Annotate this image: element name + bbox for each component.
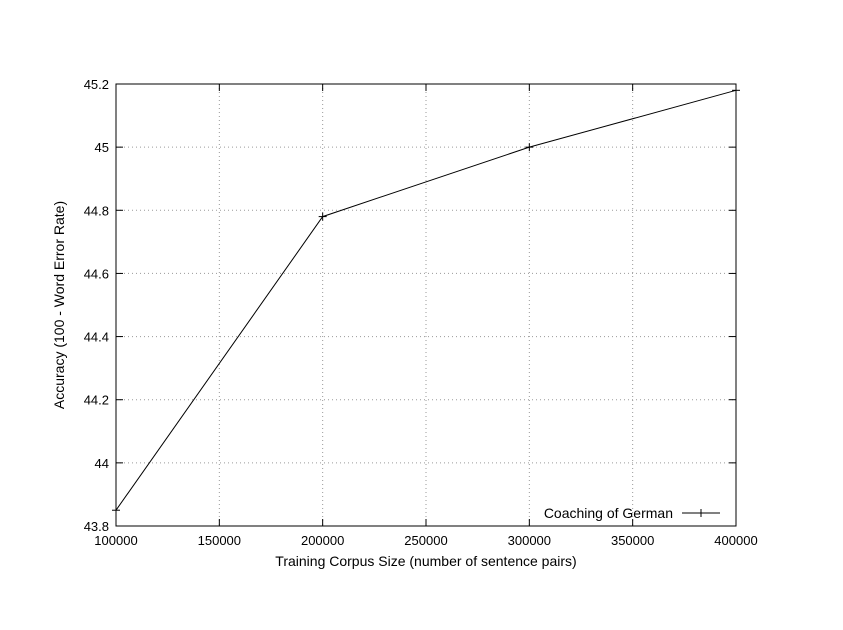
y-tick-label: 44.2 <box>84 393 109 408</box>
x-tick-label: 100000 <box>94 533 137 548</box>
x-tick-label: 150000 <box>198 533 241 548</box>
data-point-marker <box>318 212 327 221</box>
x-tick-label: 400000 <box>714 533 757 548</box>
x-tick-label: 350000 <box>611 533 654 548</box>
legend: Coaching of German <box>544 505 720 521</box>
grid <box>116 84 736 526</box>
data-point-marker <box>525 143 534 152</box>
axis-ticks: 100000 150000 200000 250000 300000 350000 4000… <box>84 77 758 548</box>
y-tick-label: 45 <box>95 140 109 155</box>
x-tick-label: 300000 <box>508 533 551 548</box>
y-axis-label: Accuracy (100 - Word Error Rate) <box>51 201 67 409</box>
y-tick-label: 44.4 <box>84 330 109 345</box>
legend-marker <box>697 509 705 517</box>
y-tick-label: 44.6 <box>84 266 109 281</box>
x-tick-label: 250000 <box>404 533 447 548</box>
y-tick-label: 44 <box>95 456 109 471</box>
y-tick-label: 44.8 <box>84 203 109 218</box>
series-line <box>115 89 737 511</box>
y-tick-label: 45.2 <box>84 77 109 92</box>
x-axis-label: Training Corpus Size (number of sentence… <box>275 553 576 569</box>
x-tick-label: 200000 <box>301 533 344 548</box>
y-tick-label: 43.8 <box>84 519 109 534</box>
legend-entry-label: Coaching of German <box>544 505 673 521</box>
